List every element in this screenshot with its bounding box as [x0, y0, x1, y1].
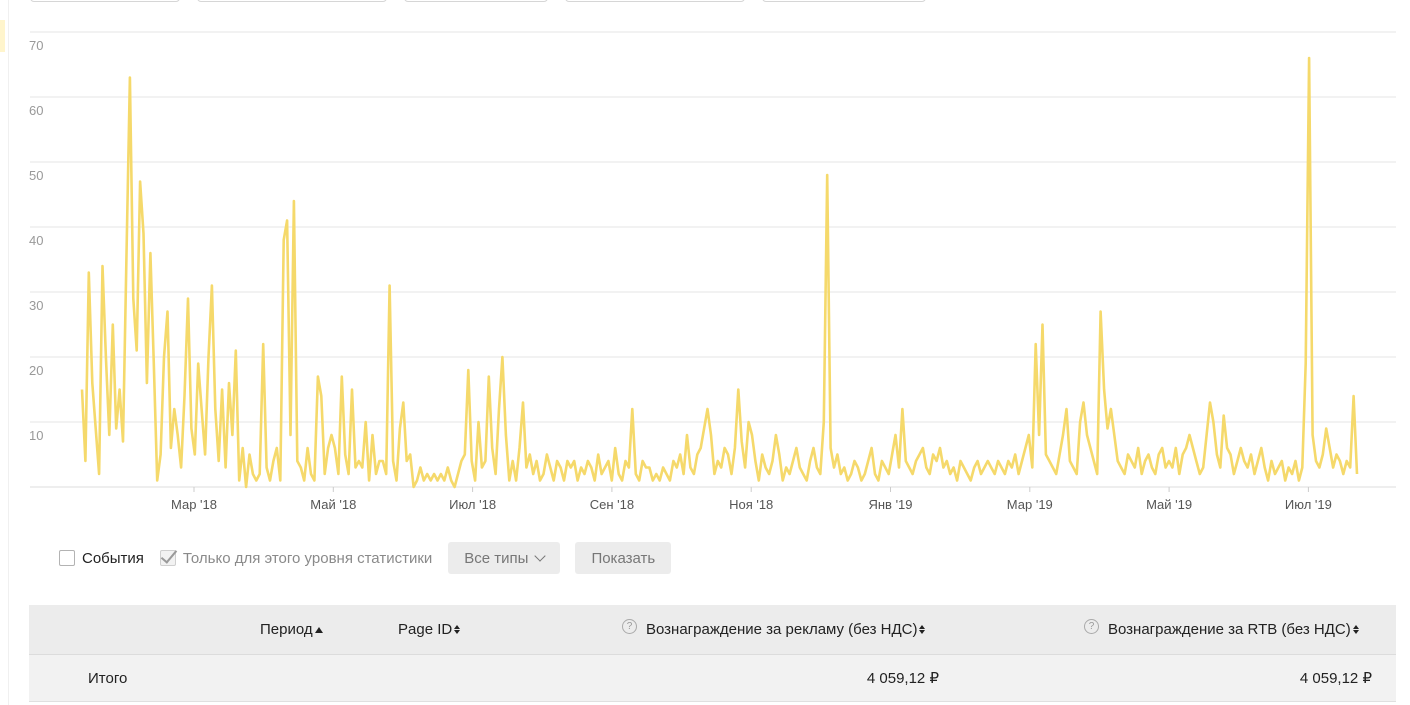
period-column-header[interactable]: Период — [260, 605, 323, 654]
all-types-label: Все типы — [464, 549, 529, 567]
total-rtb-reward: 4 059,12 ₽ — [1299, 670, 1372, 687]
help-icon[interactable]: ? — [622, 619, 637, 634]
x-tick-label: Сен '18 — [590, 497, 634, 512]
rtb-reward-column-header[interactable]: ? Вознаграждение за RTB (без НДС) — [1084, 605, 1359, 654]
level-only-label[interactable]: Только для этого уровня статистики — [182, 549, 433, 567]
x-tick-label: Июл '19 — [1285, 497, 1332, 512]
page-id-header-label: Page ID — [398, 621, 453, 638]
rtb-reward-header-label: Вознаграждение за RTB (без НДС) — [1108, 621, 1351, 638]
y-tick-label: 40 — [29, 233, 43, 248]
help-icon[interactable]: ? — [1084, 619, 1099, 634]
y-tick-label: 70 — [29, 38, 43, 53]
sort-icon — [454, 625, 461, 634]
x-tick-label: Мар '18 — [171, 497, 217, 512]
chart-controls: События Только для этого уровня статисти… — [59, 541, 672, 575]
chart-grid — [30, 31, 1396, 488]
events-checkbox[interactable] — [59, 550, 75, 566]
reward-line-chart: 70 60 50 40 30 20 10 Мар '18 Май '18 Июл '18 Сен … — [29, 31, 1396, 512]
ad-reward-column-header[interactable]: ? Вознаграждение за рекламу (без НДС) — [622, 605, 926, 654]
ad-reward-header-label: Вознаграждение за рекламу (без НДС) — [646, 621, 918, 638]
show-button[interactable]: Показать — [575, 542, 672, 574]
y-tick-label: 20 — [29, 363, 43, 378]
y-tick-label: 60 — [29, 103, 43, 118]
level-only-checkbox-group[interactable]: Только для этого уровня статистики — [159, 549, 433, 567]
sort-icon — [919, 625, 926, 634]
x-tick-label: Июл '18 — [449, 497, 496, 512]
period-header-label: Период — [260, 621, 313, 638]
chevron-down-icon — [534, 550, 547, 562]
total-ad-reward: 4 059,12 ₽ — [866, 670, 939, 687]
y-tick-label: 30 — [29, 298, 43, 313]
x-tick-label: Мар '19 — [1007, 497, 1053, 512]
level-only-checkbox[interactable] — [159, 550, 176, 566]
page-id-column-header[interactable]: Page ID — [398, 605, 461, 654]
sort-ascending-icon — [314, 626, 323, 633]
table-header: Период Page ID ? Вознаграждение за рекла… — [29, 605, 1396, 655]
y-tick-label: 50 — [29, 168, 43, 183]
sidebar-divider — [8, 0, 9, 705]
sidebar-accent — [0, 20, 5, 52]
sort-icon — [1352, 625, 1359, 634]
x-tick-label: Май '19 — [1146, 497, 1192, 512]
statistics-table: Период Page ID ? Вознаграждение за рекла… — [29, 605, 1396, 702]
x-tick-label: Ноя '18 — [729, 497, 773, 512]
x-axis: Мар '18 Май '18 Июл '18 Сен '18 Ноя '18 Янв '… — [171, 487, 1332, 512]
x-tick-label: Янв '19 — [868, 497, 912, 512]
total-row: Итого 4 059,12 ₽ 4 059,12 ₽ — [29, 655, 1396, 702]
events-label[interactable]: События — [82, 549, 144, 567]
series-line — [80, 56, 1359, 489]
x-tick-label: Май '18 — [310, 497, 356, 512]
y-axis: 70 60 50 40 30 20 10 — [29, 38, 43, 443]
total-label: Итого — [88, 669, 128, 687]
y-tick-label: 10 — [29, 428, 43, 443]
events-checkbox-group[interactable]: События — [59, 550, 144, 567]
all-types-dropdown[interactable]: Все типы — [448, 542, 561, 574]
